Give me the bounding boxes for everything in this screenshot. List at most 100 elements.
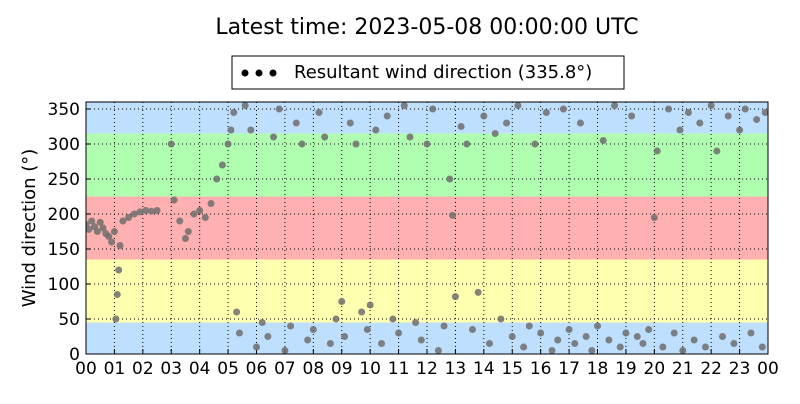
point [696, 119, 704, 127]
y-tick-label: 200 [48, 205, 80, 225]
point [707, 102, 715, 109]
point [130, 210, 138, 218]
point [628, 112, 636, 120]
point [497, 315, 505, 323]
point [108, 238, 116, 246]
point [389, 315, 397, 323]
point [235, 329, 243, 337]
point [281, 347, 289, 354]
point [676, 126, 684, 134]
point [423, 140, 431, 148]
point [645, 326, 653, 333]
point [96, 218, 104, 226]
point [741, 105, 749, 113]
point [670, 329, 678, 337]
point [326, 340, 334, 347]
chart-title: Latest time: 2023-05-08 00:00:00 UTC [215, 15, 638, 40]
x-tick-label: 15 [501, 359, 523, 379]
point [633, 333, 641, 340]
point [258, 319, 266, 326]
point [275, 105, 283, 113]
point [321, 133, 329, 141]
point [653, 147, 661, 155]
point [531, 140, 539, 148]
point [136, 208, 144, 216]
point [358, 308, 366, 316]
point [110, 228, 118, 235]
point [167, 140, 175, 148]
point [650, 214, 658, 221]
point [616, 343, 624, 351]
legend-marker [241, 69, 249, 77]
x-tick-label: 14 [473, 359, 495, 379]
x-tick-label: 19 [615, 359, 637, 379]
point [559, 105, 567, 113]
y-tick-label: 0 [69, 345, 80, 365]
x-tick-label: 05 [217, 359, 239, 379]
point [474, 288, 482, 296]
plot-frame [85, 101, 769, 355]
point [233, 308, 241, 316]
x-tick-label: 03 [160, 359, 182, 379]
point [184, 228, 192, 235]
point [224, 140, 232, 148]
point [446, 175, 454, 183]
point [554, 336, 562, 344]
point [153, 207, 161, 214]
point [292, 119, 300, 127]
point [582, 333, 590, 340]
y-tick-label: 100 [48, 275, 80, 295]
point [605, 336, 613, 344]
point [372, 126, 380, 134]
point [142, 207, 150, 214]
point [503, 119, 511, 127]
x-tick-label: 23 [729, 359, 751, 379]
point [346, 119, 354, 127]
point [406, 133, 414, 141]
y-tick-label: 300 [48, 135, 80, 155]
point [514, 102, 522, 109]
x-tick-label: 06 [246, 359, 268, 379]
point [218, 161, 226, 169]
point [213, 175, 221, 183]
point [713, 147, 721, 155]
point [352, 140, 360, 148]
point [147, 207, 155, 215]
point [724, 112, 732, 120]
x-tick-label: 01 [104, 359, 126, 379]
x-tick-label: 11 [388, 359, 410, 379]
point [253, 343, 260, 351]
point [679, 347, 687, 354]
point [309, 326, 317, 333]
point [480, 112, 488, 120]
point [247, 126, 255, 134]
x-tick-label: 21 [672, 359, 694, 379]
x-tick-label: 02 [132, 359, 154, 379]
point [363, 326, 371, 333]
series [86, 102, 768, 354]
point [99, 224, 107, 232]
x-tick-label: 20 [644, 359, 666, 379]
point [400, 102, 408, 109]
point [201, 214, 209, 221]
point [548, 347, 556, 354]
point [486, 340, 494, 347]
point [594, 322, 601, 330]
point [463, 140, 471, 148]
y-tick-label: 250 [48, 170, 80, 190]
point [119, 217, 127, 225]
point [576, 119, 584, 127]
y-tick-label: 150 [48, 240, 80, 260]
point [571, 340, 579, 347]
point [115, 266, 123, 274]
point [181, 235, 189, 242]
x-tick-label: 07 [274, 359, 296, 379]
point [315, 109, 323, 116]
point [451, 293, 459, 301]
x-tick-label: 16 [530, 359, 552, 379]
point [525, 322, 533, 330]
point [761, 109, 768, 116]
point [332, 315, 340, 323]
point [434, 347, 442, 354]
